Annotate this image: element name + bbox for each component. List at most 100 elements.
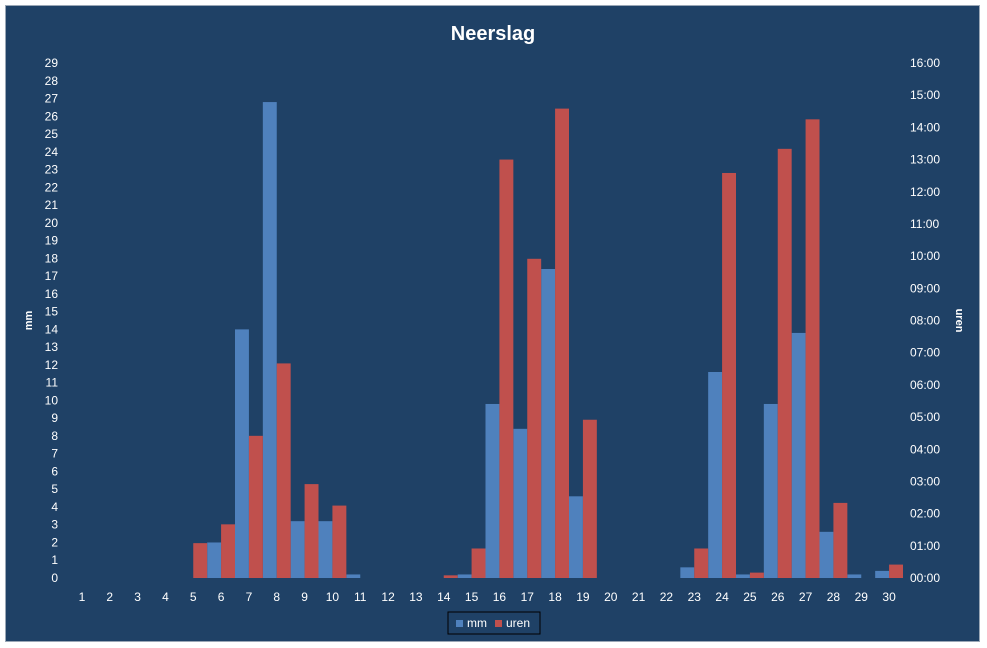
chart-area: Neerslag mm uren 0 1 2 3 4 5 6 7 8 9 10 11 12 13 14 15 1… [5, 5, 980, 642]
left-tick-label: 23 [45, 163, 59, 177]
right-tick-label: 05:00 [910, 410, 940, 424]
left-tick-label: 12 [45, 358, 59, 372]
x-tick-label: 21 [632, 590, 646, 604]
legend: mm uren [447, 611, 541, 635]
bar-uren-8 [276, 363, 291, 578]
x-tick-label: 4 [162, 590, 169, 604]
x-tick-label: 2 [106, 590, 113, 604]
x-tick-label: 1 [79, 590, 86, 604]
x-tick-label: 17 [521, 590, 535, 604]
left-tick-label: 21 [45, 198, 59, 212]
right-tick-label: 09:00 [910, 281, 940, 295]
left-tick-label: 26 [45, 109, 59, 123]
bar-mm-23 [680, 567, 695, 578]
left-tick-label: 22 [45, 180, 59, 194]
left-tick-label: 3 [51, 518, 58, 532]
x-tick-label: 22 [660, 590, 674, 604]
left-tick-label: 17 [45, 269, 59, 283]
bar-mm-17 [513, 428, 528, 578]
right-tick-label: 08:00 [910, 314, 940, 328]
bar-mm-11 [346, 574, 361, 578]
y-axis-title: mm [23, 311, 35, 331]
x-tick-label: 25 [743, 590, 757, 604]
bar-uren-6 [221, 524, 235, 578]
left-axis-ticks: 0123456789101112131415161718192021222324… [45, 56, 59, 585]
x-tick-label: 19 [576, 590, 590, 604]
bar-uren-15 [471, 548, 486, 578]
x-tick-label: 9 [301, 590, 308, 604]
bar-mm-6 [207, 542, 222, 578]
left-tick-label: 27 [45, 92, 59, 106]
left-tick-label: 11 [46, 376, 59, 390]
bar-mm-30 [875, 570, 890, 578]
x-tick-label: 23 [688, 590, 702, 604]
bar-uren-30 [889, 564, 903, 578]
right-tick-label: 01:00 [910, 539, 940, 553]
left-tick-label: 1 [51, 553, 58, 567]
bar-mm-19 [569, 496, 583, 578]
bar-uren-24 [722, 172, 736, 579]
bar-mm-10 [318, 521, 333, 578]
bar-series [193, 102, 903, 579]
x-tick-label: 16 [493, 590, 507, 604]
x-tick-label: 7 [246, 590, 253, 604]
x-tick-label: 28 [827, 590, 841, 604]
left-tick-label: 10 [45, 393, 59, 407]
left-tick-label: 14 [45, 322, 59, 336]
left-tick-label: 8 [51, 429, 58, 443]
right-tick-label: 13:00 [910, 153, 940, 167]
left-tick-label: 5 [51, 482, 58, 496]
bar-uren-25 [749, 572, 764, 578]
x-tick-label: 8 [273, 590, 280, 604]
bar-uren-16 [499, 159, 514, 578]
bar-uren-27 [805, 119, 820, 578]
x-tick-label: 5 [190, 590, 197, 604]
left-tick-label: 28 [45, 74, 59, 88]
x-tick-label: 26 [771, 590, 785, 604]
right-axis-ticks: 00:00 01:00 02:00 03:00 04:00 05:00 06:00 07:00… [910, 56, 940, 585]
chart-title: Neerslag [451, 23, 536, 45]
x-tick-label: 18 [548, 590, 562, 604]
right-tick-label: 12:00 [910, 185, 940, 199]
right-tick-label: 03:00 [910, 474, 940, 488]
x-tick-label: 10 [326, 590, 340, 604]
right-tick-label: 06:00 [910, 378, 940, 392]
bar-mm-24 [708, 372, 723, 578]
left-tick-label: 13 [45, 340, 59, 354]
right-tick-label: 14:00 [910, 120, 940, 134]
bar-uren-23 [694, 548, 709, 578]
bar-uren-5 [193, 543, 208, 578]
bar-uren-7 [248, 435, 263, 578]
bar-uren-28 [833, 502, 848, 578]
bar-mm-28 [819, 531, 834, 578]
x-tick-label: 29 [855, 590, 869, 604]
right-tick-label: 10:00 [910, 249, 940, 263]
bar-mm-27 [791, 332, 806, 578]
bar-mm-8 [262, 102, 277, 578]
left-tick-label: 0 [51, 571, 58, 585]
left-tick-label: 24 [45, 145, 59, 159]
bar-mm-26 [763, 403, 778, 578]
x-tick-label: 24 [715, 590, 729, 604]
x-tick-label: 3 [134, 590, 141, 604]
right-tick-label: 16:00 [910, 56, 940, 70]
bar-mm-25 [736, 574, 750, 578]
bar-uren-18 [555, 108, 569, 579]
legend-label-uren: uren [506, 616, 530, 630]
x-tick-label: 30 [882, 590, 896, 604]
bar-uren-19 [582, 419, 597, 578]
left-tick-label: 9 [51, 411, 58, 425]
left-tick-label: 29 [45, 56, 59, 70]
chart-canvas: Neerslag mm uren 01234567891011121314151… [23, 23, 965, 635]
left-tick-label: 15 [45, 305, 59, 319]
right-tick-label: 07:00 [910, 346, 940, 360]
left-tick-label: 4 [51, 500, 58, 514]
x-tick-label: 20 [604, 590, 618, 604]
right-tick-label: 15:00 [910, 88, 940, 102]
x-tick-label: 27 [799, 590, 813, 604]
x-tick-label: 15 [465, 590, 479, 604]
bar-uren-17 [527, 258, 542, 578]
bar-mm-29 [847, 574, 862, 578]
left-tick-label: 16 [45, 287, 59, 301]
bar-uren-14 [443, 575, 458, 578]
